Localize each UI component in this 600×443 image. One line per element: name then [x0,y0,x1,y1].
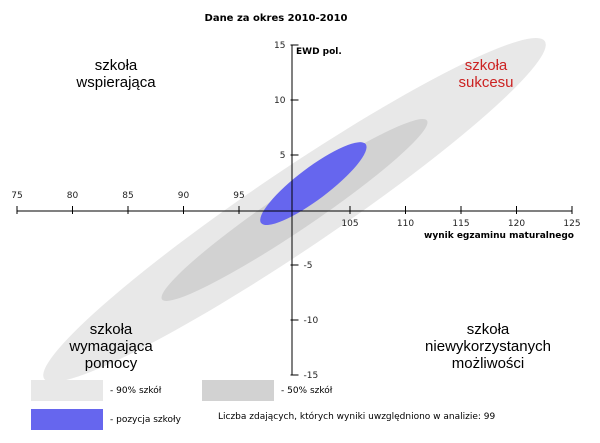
quadrant-label-top-left: szkoła wspierająca [75,57,156,91]
x-tick-label: 95 [233,191,244,201]
y-tick-label: -15 [304,371,319,381]
quadrant-label-top-right: szkoła sukcesu [458,57,513,91]
quadrant-labels: szkoła wspierająca szkoła sukcesu szkoła wyma… [68,57,551,372]
legend-swatch [202,380,274,401]
y-tick-label: -10 [304,316,319,326]
x-tick-label: 125 [563,219,580,229]
legend-label: - 90% szkół [110,385,162,396]
y-axis-label: EWD pol. [296,47,342,57]
x-tick-label: 90 [178,191,190,201]
x-tick-label: 85 [122,191,133,201]
x-tick-label: 75 [11,191,22,201]
y-tick-label: -5 [304,261,313,271]
legend: - 90% szkół - 50% szkół - pozycja szkoły [31,380,333,430]
ellipse-pozycja-szko-y [260,142,367,226]
quadrant-label-bottom-right: szkoła niewykorzystanych możliwości [425,321,551,372]
x-tick-label: 105 [341,219,358,229]
quadrant-label-bottom-left: szkoła wymagająca pomocy [68,321,153,372]
analysis-note: Liczba zdających, których wyniki uwzględ… [218,411,496,422]
y-tick-label: 5 [280,151,286,161]
legend-label: - pozycja szkoły [110,415,182,425]
y-tick-label: 15 [274,41,285,51]
y-tick-label: 10 [274,96,286,106]
x-tick-label: 120 [508,219,525,229]
chart-title: Dane za okres 2010-2010 [205,13,348,24]
x-tick-label: 80 [67,191,79,201]
x-tick-label: 110 [397,219,414,229]
legend-swatch [31,380,103,401]
x-tick-label: 115 [452,219,469,229]
ellipse-layer [43,38,546,382]
legend-label: - 50% szkół [281,385,333,396]
x-axis-label: wynik egzaminu maturalnego [424,231,574,241]
legend-swatch [31,409,103,430]
